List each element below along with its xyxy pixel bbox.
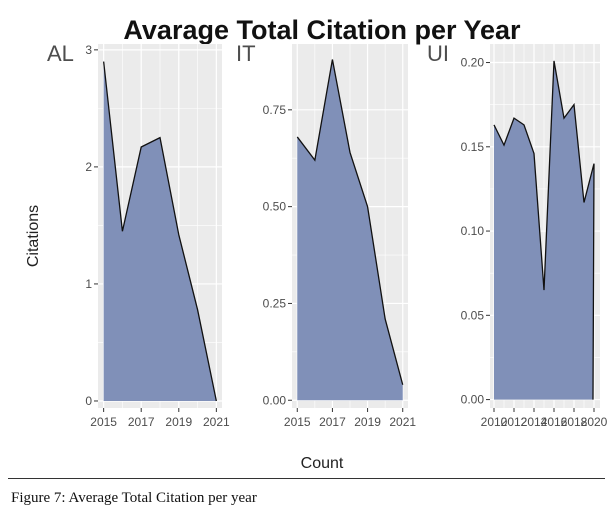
y-tick-label: 0.25	[263, 296, 287, 310]
x-tick-label: 2016	[541, 415, 568, 429]
y-tick-label: 1	[85, 277, 92, 291]
caption-rule	[8, 478, 605, 479]
figure-caption: Figure 7: Average Total Citation per yea…	[11, 490, 257, 506]
panel-label: IT	[236, 41, 256, 66]
x-tick-label: 2021	[389, 415, 416, 429]
y-tick-label: 0.20	[461, 56, 485, 70]
x-tick-label: 2014	[521, 415, 548, 429]
y-tick-label: 0.00	[461, 393, 485, 407]
x-tick-label: 2012	[501, 415, 528, 429]
x-tick-label: 2017	[128, 415, 155, 429]
y-tick-label: 3	[85, 43, 92, 57]
y-tick-label: 0.10	[461, 224, 485, 238]
panel-label: AL	[47, 41, 74, 66]
faceted-area-chart: Avarage Total Citation per Year Citation…	[25, 15, 608, 470]
panel-al: 0 1 2 3 2015 2017 2019 2021 AL	[47, 41, 230, 429]
x-tick-label: 2017	[319, 415, 346, 429]
y-axis-title: Citations	[25, 205, 42, 267]
x-tick-label: 2010	[481, 415, 508, 429]
y-tick-label: 0.00	[263, 393, 287, 407]
x-tick-label: 2019	[165, 415, 192, 429]
x-tick-label: 2020	[581, 415, 608, 429]
y-tick-label: 0.15	[461, 140, 485, 154]
y-tick-label: 0.50	[263, 200, 287, 214]
y-tick-label: 0.05	[461, 308, 485, 322]
x-tick-label: 2019	[354, 415, 381, 429]
area-series-al	[103, 61, 217, 401]
x-axis-title: Count	[301, 455, 344, 470]
panel-ui: 0.00 0.05 0.10 0.15 0.20 20102012201420162018…	[427, 41, 608, 429]
x-tick-label: 2015	[90, 415, 117, 429]
y-tick-label: 2	[85, 160, 92, 174]
x-tick-label: 2018	[561, 415, 588, 429]
line-series-it	[296, 59, 404, 385]
area-series-it	[297, 59, 403, 401]
area-series-ui	[494, 60, 594, 400]
panels: 0 1 2 3 2015 2017 2019 2021 AL 0.00 0.25 0.50 0.75 20…	[47, 41, 608, 429]
y-tick-label: 0.75	[263, 103, 287, 117]
line-series-ui	[493, 60, 595, 400]
line-series-al	[102, 61, 218, 402]
y-tick-label: 0	[85, 394, 92, 408]
panel-it: 0.00 0.25 0.50 0.75 2015 2017 2019 2021 IT	[236, 41, 416, 429]
x-tick-label: 2015	[284, 415, 311, 429]
x-tick-label: 2021	[203, 415, 230, 429]
panel-label: UI	[427, 41, 449, 66]
chart-title: Avarage Total Citation per Year	[123, 15, 521, 45]
